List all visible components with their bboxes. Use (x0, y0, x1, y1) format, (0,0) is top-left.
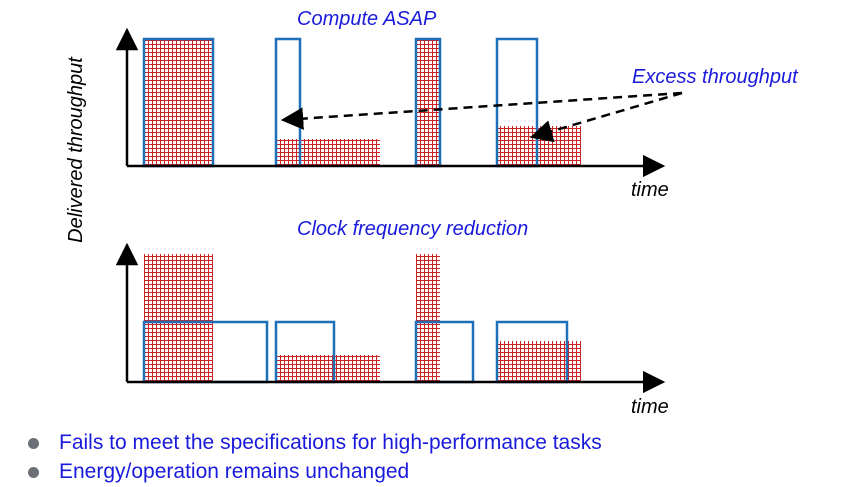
bottom-demand-block-4 (497, 341, 581, 382)
top-demand-block-1 (144, 39, 213, 166)
excess-arrow-1 (280, 91, 683, 130)
bottom-demand-block-2 (276, 355, 380, 382)
y-axis-label: Delivered throughput (65, 57, 87, 243)
bullet-item: Fails to meet the specifications for hig… (28, 428, 602, 457)
top-demand-block-3 (416, 39, 440, 166)
bullet-item: Energy/operation remains unchanged (28, 457, 602, 486)
top-demand-block-2 (276, 139, 380, 166)
bottom-demand-block-3 (416, 254, 440, 382)
bottom-demand-block-1 (144, 254, 213, 382)
throughput-diagram (115, 27, 683, 394)
bullet-dot-icon (28, 438, 39, 449)
top-panel (115, 27, 683, 178)
bullet-text: Energy/operation remains unchanged (59, 460, 410, 483)
bullet-dot-icon (28, 467, 39, 478)
bullet-text: Fails to meet the specifications for hig… (59, 431, 602, 454)
bullet-list: Fails to meet the specifications for hig… (28, 428, 602, 486)
bottom-panel-title: Clock frequency reduction (297, 218, 529, 240)
bottom-x-axis-label: time (631, 396, 669, 418)
top-x-axis-label: time (631, 179, 669, 201)
excess-arrow-2 (529, 91, 683, 143)
excess-throughput-label: Excess throughput (632, 66, 798, 88)
top-panel-title: Compute ASAP (297, 8, 437, 30)
bottom-panel (115, 242, 666, 394)
top-demand-block-4 (497, 126, 581, 166)
